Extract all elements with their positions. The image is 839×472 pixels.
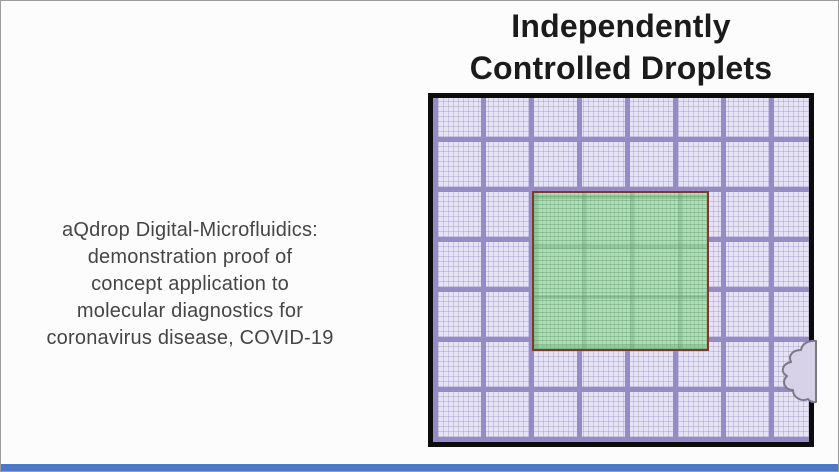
title-line: Controlled Droplets [469, 50, 773, 86]
caption-line: aQdrop Digital-Microfluidics: [62, 219, 318, 241]
slide-title: Independently Controlled Droplets [428, 5, 814, 89]
electrode-grid [428, 93, 817, 447]
caption-line: concept application to [91, 273, 289, 295]
caption-line: molecular diagnostics for [76, 300, 304, 322]
caption-line: demonstration proof of [87, 246, 293, 268]
caption-line: coronavirus disease, COVID-19 [46, 327, 334, 349]
caption-text: aQdrop Digital-Microfluidics: demonstrat… [1, 217, 379, 352]
title-line: Independently [511, 8, 731, 44]
progress-bar [1, 464, 838, 471]
green-droplet [532, 191, 709, 351]
edge-droplet-blob [781, 339, 817, 404]
